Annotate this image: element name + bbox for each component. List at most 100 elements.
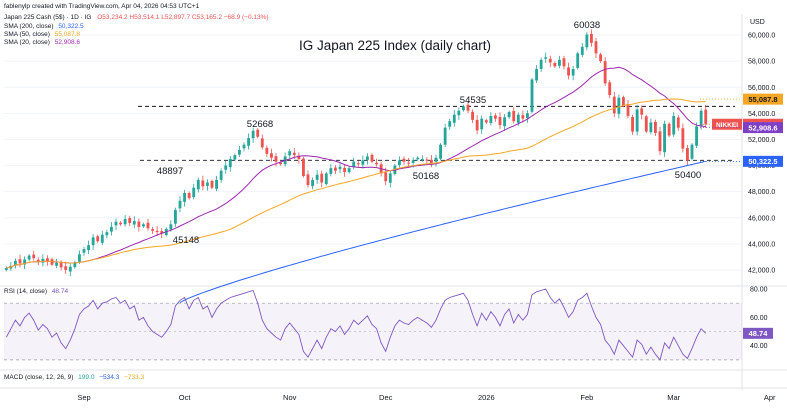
macd-legend[interactable]: MACD (close, 12, 26, 9) 199.0 −534.3 −73… [4,374,144,382]
candle-body [23,259,26,265]
price-tag [743,93,783,105]
candle-body [452,114,456,123]
candle-body [416,157,420,160]
x-tick-label: Sep [77,393,90,402]
candle-body [233,155,237,160]
candle-body [132,221,136,225]
candle-body [274,156,278,162]
candle-body [210,180,214,188]
sma200-legend[interactable]: SMA (200, close) 50,322.5 [4,23,84,31]
sma50-line [6,98,706,269]
candle-body [370,154,374,162]
price-tag-name: NIKKEI [716,122,738,129]
candle-body [480,118,484,130]
y-tick-label: 54,000.0 [748,111,775,118]
price-annotation: 45148 [173,235,199,246]
candle-body [78,254,81,262]
price-tag-value: 52,908.6 [748,123,777,132]
sma50-legend[interactable]: SMA (50, close) 55,087.8 [4,31,80,39]
candle-body [462,106,465,111]
price-annotation: 48897 [157,166,183,177]
symbol-name: Japan 225 Cash (5$) · 1D · IG [4,14,92,21]
candle-body [73,262,77,268]
candle-body [329,168,333,174]
sma20-value: 52,908.6 [54,39,81,46]
candle-body [434,157,438,162]
candle-body [265,147,269,154]
candle-body [46,258,49,261]
candle-body [174,209,177,224]
candle-body [352,161,356,168]
price-annotation: 60038 [574,20,600,31]
price-annotation: 54535 [460,95,486,106]
rsi-value-tag-text: 48.74 [749,329,769,338]
candle-body [439,144,442,159]
candle-body [704,109,708,125]
y-tick-label: 56,000.0 [748,85,775,92]
candle-body [695,126,698,146]
candle-body [466,104,470,111]
candle-body [516,114,520,123]
sma50-value: 55,087.8 [54,31,81,38]
candle-body [375,162,378,165]
y-tick-label: 60,000.0 [748,33,775,40]
symbol-header[interactable]: Japan 225 Cash (5$) · 1D · IG O53,234.2 … [4,14,269,22]
candle-body [699,110,703,127]
rsi-tick-label: 60.00 [750,315,768,322]
candlestick-series [4,29,708,277]
candle-body [160,231,164,234]
macd-label: MACD (close, 12, 26, 9) [4,374,74,381]
candle-body [343,167,346,173]
candle-body [27,255,31,260]
candle-body [366,156,369,160]
x-tick-label: Dec [379,393,393,402]
candle-body [311,179,314,187]
sma20-legend[interactable]: SMA (20, close) 52,908.6 [4,39,80,47]
price-tag [743,155,783,167]
candle-body [617,97,621,114]
candle-body [297,155,301,160]
candle-body [672,115,676,135]
candle-body [192,187,196,198]
rsi-tick-label: 80.00 [750,287,768,294]
candle-body [544,57,548,59]
candle-body [155,230,159,233]
sma20-label: SMA (20, close) [4,39,50,46]
candle-body [146,222,150,229]
rsi-label: RSI (14, close) [4,288,47,295]
candle-body [471,111,474,120]
candle-body [128,218,132,223]
candle-body [535,68,538,81]
sma200-label: SMA (200, close) [4,23,54,30]
candle-body [498,117,502,126]
candle-body [183,192,186,202]
candle-body [539,59,543,69]
rsi-legend[interactable]: RSI (14, close) 48.74 [4,288,68,296]
candle-body [32,254,36,259]
candle-body [503,117,506,127]
price-axis[interactable]: 42,000.044,000.046,000.048,000.050,000.0… [748,33,775,275]
time-axis[interactable]: Sep Oct Nov Dec 2026 Feb Mar Apr [77,393,776,402]
candle-body [654,121,657,133]
candle-body [530,79,534,112]
created-by-text: fablenylp created with TradingView.com, … [4,3,200,10]
x-tick-label: Apr [764,393,776,402]
sma200-value: 50,322.5 [58,23,84,30]
candle-body [521,115,525,119]
candle-body [548,58,552,63]
candle-body [219,170,223,180]
price-tag-value: 50,322.5 [748,157,777,166]
candle-body [635,109,639,132]
candle-body [41,258,45,263]
candle-body [247,138,250,146]
chart-title: IG Japan 225 Index (daily chart) [299,38,491,53]
sma20-line [6,66,706,269]
candle-body [119,222,122,225]
candle-body [82,249,86,253]
candle-body [640,108,644,115]
price-annotation: 50168 [413,171,439,182]
candle-body [260,138,264,148]
y-tick-label: 52,000.0 [748,137,775,144]
price-annotation: 50400 [675,170,701,181]
